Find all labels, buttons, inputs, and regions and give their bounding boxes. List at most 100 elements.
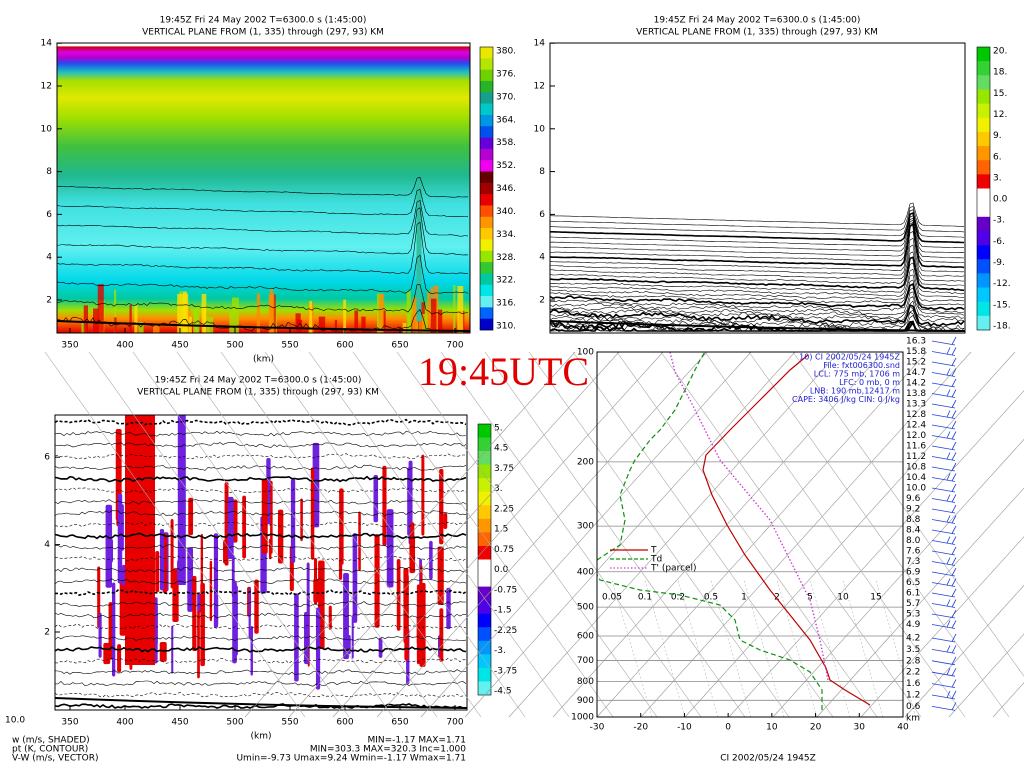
contour-line [54,464,467,471]
contour-line [54,623,467,630]
height-label: 10.4 [906,473,926,483]
wind-barb-flag [951,431,957,440]
colorbar-label: -15. [993,300,1011,310]
updraft-streak [232,585,238,656]
colorbar-label: 18. [993,68,1007,78]
wind-barb [931,340,956,346]
colorbar-swatch [480,273,493,286]
wind-barb [931,637,956,643]
panel-subtitle: VERTICAL PLANE FROM (1, 335) through (29… [636,28,878,38]
contour-line [54,657,467,664]
contour-line [549,300,965,322]
x-tick-label: 700 [446,341,463,351]
wind-barb [931,671,956,677]
corner-label: 10.0 [5,716,25,726]
colorbar-label: 3. [993,173,1002,183]
shaded-cell [138,321,144,333]
x-tick-label: 400 [116,341,133,351]
isotherm [332,351,664,718]
colorbar-swatch [478,667,491,682]
colorbar-label: 380. [496,47,516,57]
colorbar-swatch [480,103,493,116]
updraft-streak [261,478,268,554]
updraft-streak [97,566,101,629]
height-label: 13.3 [906,400,926,410]
dry-adiabat [176,351,438,718]
colorbar-swatch [478,627,491,642]
isotherm [992,682,1024,718]
shaded-cell [114,289,117,333]
wind-barb-flag [951,441,957,450]
colorbar-swatch [478,451,491,465]
shaded-cell [183,293,189,333]
wind-barb-flag [946,431,951,439]
footer-left: V-W (m/s, VECTOR) [12,754,98,764]
isotherm [684,351,1016,718]
y-tick-label: 6 [539,210,545,220]
pressure-label: 600 [577,632,594,642]
height-label: 9.2 [906,505,920,515]
contour-line [549,244,965,282]
height-label: 9.6 [906,494,921,504]
wind-barb [931,424,956,430]
wind-barb [931,660,956,666]
updraft-streak [338,558,343,580]
updraft-streak [374,534,380,628]
terrain [56,320,471,332]
colorbar-swatch [977,89,990,104]
wind-barb-flag [946,473,951,481]
shaded-cell [231,297,239,333]
colorbar-swatch [478,424,491,438]
wind-barb-flag [946,599,951,607]
colorbar-label: 370. [496,92,516,102]
height-label: 4.2 [906,634,920,644]
contour-line [549,231,964,273]
contour-line [54,703,466,709]
y-tick-label: 4 [44,540,50,550]
wind-barb [931,706,956,711]
updraft-streak [351,616,354,659]
isotherm [552,351,884,718]
wind-barb-flag [951,494,957,503]
updraft-streak [437,546,444,606]
wind-barb [931,456,956,461]
colorbar-swatch [478,505,491,520]
wind-barb-flag [951,483,957,492]
wind-barb-flag [946,557,951,565]
dry-adiabat [396,351,658,718]
contour-line [56,199,469,237]
wind-barb-flag [951,515,957,524]
colorbar-label: 6. [993,152,1002,162]
wind-barb-flag [951,668,957,676]
wind-barb-flag [946,620,951,628]
shaded-cell [206,316,214,333]
dry-adiabat [748,351,1010,718]
footer-left: w (m/s, SHADED) [12,736,90,746]
isotherm [288,351,620,718]
temp-label: -10 [677,723,692,733]
height-label: 12.4 [906,421,926,431]
y-tick-label: 8 [46,167,52,177]
wind-barb-flag [951,567,957,576]
dry-adiabat [440,351,702,718]
shaded-cell [334,319,338,333]
shaded-cell [378,294,385,333]
wind-barb-flag [946,578,951,586]
colorbar-label: 3. [494,484,503,494]
panel: 19:45Z Fri 24 May 2002 T=6300.0 s (1:45:… [5,376,517,764]
colorbar-swatch [478,586,491,601]
updraft-streak [446,587,451,630]
height-label: 15.2 [906,358,926,368]
terrain [549,320,966,332]
x-tick-label: 600 [336,341,353,351]
colorbar-label: 346. [496,184,516,194]
contour-line [54,646,467,653]
temp-label: 30 [854,723,866,733]
wind-barb [931,393,956,398]
temp-label: 10 [766,723,778,733]
wind-barb-flag [951,452,957,461]
dry-adiabat [220,351,482,718]
y-tick-label: 14 [41,39,53,49]
colorbar-label: 334. [496,230,516,240]
updraft-streak [242,495,247,559]
